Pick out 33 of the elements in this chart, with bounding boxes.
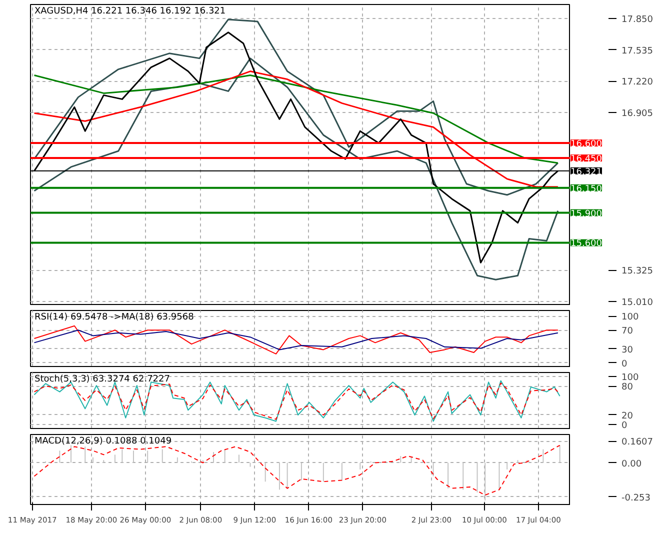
ref-line-label: 16.150 (570, 184, 602, 194)
chart-title: RSI(14) 69.5478 ->MA(18) 63.9568 (34, 312, 194, 322)
y-tick-label: 0 (622, 421, 628, 432)
y-tick-label: 70 (622, 326, 634, 337)
line-series (34, 325, 558, 354)
line-series (34, 18, 559, 196)
y-tick-label: 17.535 (622, 46, 653, 56)
y-tick-label: -0.253 (622, 493, 651, 504)
y-tick-label: 100 (622, 372, 639, 383)
y-tick-label: 16.905 (622, 109, 653, 120)
y-tick-label: 17.850 (622, 14, 654, 25)
y-tick-label: 0 (622, 359, 628, 370)
y-tick-label: 0.00 (622, 459, 642, 470)
y-tick-label: 80 (622, 382, 634, 393)
ref-line-label: 16.321 (570, 167, 602, 178)
chart-title: Stoch(5,3,3) 63.3274 62.7227 (34, 374, 170, 384)
y-tick-label: 15.325 (622, 266, 653, 277)
line-series (34, 444, 560, 496)
line-series (34, 74, 559, 164)
line-series (34, 58, 559, 280)
ref-line-label: 15.900 (570, 209, 602, 220)
line-series (34, 330, 558, 350)
y-tick-label: 100 (622, 312, 639, 323)
chart-title: XAGUSD,H4 16.221 16.346 16.192 16.321 (34, 6, 226, 16)
chart-title: MACD(12,26,9) 0.1088 0.1049 (34, 436, 172, 446)
y-tick-label: 15.010 (622, 298, 654, 308)
ref-line-label: 16.600 (570, 140, 602, 150)
y-tick-label: 17.220 (622, 78, 654, 88)
y-tick-label: 20 (622, 411, 634, 422)
ref-line-label: 15.600 (570, 239, 602, 250)
ref-line-label: 16.450 (570, 154, 602, 164)
y-tick-label: 0.1607 (622, 438, 653, 448)
y-tick-label: 30 (622, 345, 634, 356)
